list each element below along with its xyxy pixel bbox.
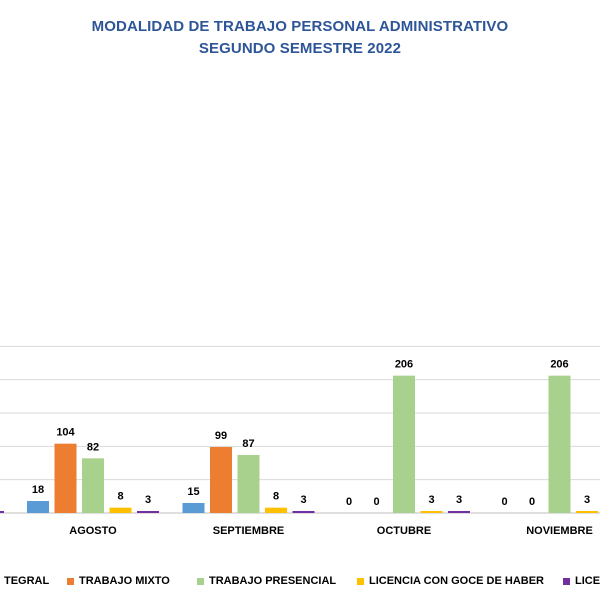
data-label: 0 bbox=[529, 496, 535, 508]
data-label: 0 bbox=[373, 496, 379, 508]
data-label: 3 bbox=[145, 494, 151, 506]
data-label: 104 bbox=[56, 427, 75, 439]
data-label: 82 bbox=[87, 441, 99, 453]
data-label: 0 bbox=[501, 496, 507, 508]
legend-item: TRABAJO PRESENCIAL bbox=[197, 575, 336, 587]
bar bbox=[576, 510, 598, 513]
x-tick-label: OCTUBRE bbox=[377, 525, 431, 537]
data-label: 3 bbox=[300, 494, 306, 506]
data-label: 0 bbox=[346, 496, 352, 508]
bar bbox=[420, 510, 443, 513]
legend-label: LICENCIA CON GOCE DE HABER bbox=[369, 575, 544, 587]
x-tick-label: NOVIEMBRE bbox=[526, 525, 593, 537]
chart-title: MODALIDAD DE TRABAJO PERSONAL ADMINISTRA… bbox=[91, 18, 509, 35]
bar bbox=[182, 502, 205, 513]
bar bbox=[548, 375, 571, 513]
bar bbox=[82, 458, 104, 513]
legend-item: TRABAJO MIXTO bbox=[67, 575, 170, 587]
data-label: 15 bbox=[187, 486, 199, 498]
bar bbox=[237, 454, 260, 513]
chart-subtitle: SEGUNDO SEMESTRE 2022 bbox=[198, 40, 402, 57]
legend-item: LICENCIA CON GOCE DE HABER bbox=[357, 575, 544, 587]
legend-label: TEGRAL bbox=[4, 575, 50, 587]
data-label: 18 bbox=[32, 484, 44, 496]
legend-swatch bbox=[357, 577, 364, 585]
bar bbox=[265, 507, 287, 513]
legend-swatch bbox=[67, 577, 74, 585]
chart-legend: TEGRAL TRABAJO MIXTO TRABAJO PRESENCIAL LIC… bbox=[0, 575, 600, 595]
data-label: 206 bbox=[550, 359, 568, 371]
bar bbox=[292, 510, 315, 513]
bar bbox=[27, 500, 49, 513]
legend-item: LICEN bbox=[563, 575, 600, 587]
bar bbox=[137, 510, 159, 513]
bar bbox=[448, 510, 470, 513]
data-label: 3 bbox=[456, 494, 462, 506]
bar bbox=[393, 375, 415, 513]
legend-label: TRABAJO MIXTO bbox=[79, 575, 170, 587]
data-label: 87 bbox=[242, 438, 254, 450]
bar bbox=[0, 510, 4, 513]
legend-item: TEGRAL bbox=[0, 575, 49, 587]
data-label: 3 bbox=[584, 494, 590, 506]
bar-chart: 18 104 82 8 3 AGOSTO 15 99 87 8 3 SEPTIEMBRE 0 0 206 3 3… bbox=[0, 345, 600, 537]
data-label: 206 bbox=[395, 359, 413, 371]
legend-label: LICEN bbox=[575, 575, 600, 587]
x-tick-label: SEPTIEMBRE bbox=[213, 525, 285, 537]
data-label: 8 bbox=[273, 491, 279, 503]
x-tick-label: AGOSTO bbox=[69, 525, 117, 537]
bar bbox=[210, 446, 232, 513]
legend-swatch bbox=[197, 577, 204, 585]
legend-swatch bbox=[563, 577, 570, 585]
data-label: 3 bbox=[428, 494, 434, 506]
data-label: 99 bbox=[215, 430, 227, 442]
bar bbox=[54, 443, 77, 513]
bar bbox=[109, 507, 132, 513]
data-label: 8 bbox=[117, 491, 123, 503]
legend-label: TRABAJO PRESENCIAL bbox=[209, 575, 337, 587]
